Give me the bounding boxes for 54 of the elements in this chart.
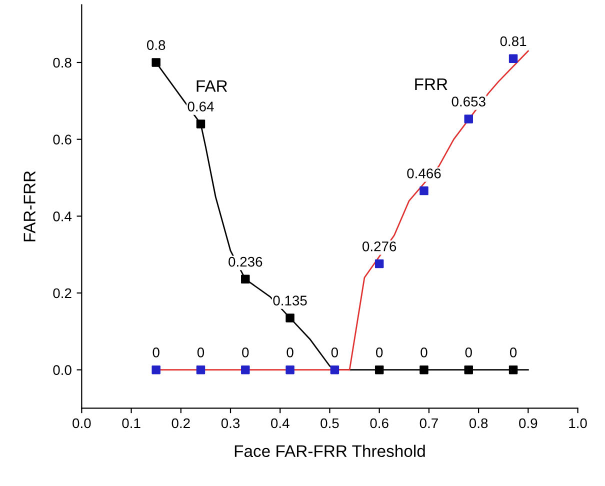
point <box>508 365 518 374</box>
point <box>241 365 250 374</box>
x-tick-label: 0.5 <box>320 418 339 428</box>
point <box>464 365 474 374</box>
y-tick-label: 0.8 <box>53 58 72 68</box>
x-tick-label: 0.2 <box>172 418 190 428</box>
data-label: 0 <box>152 348 160 358</box>
x-tick-label: 0.3 <box>221 418 240 428</box>
point <box>374 259 384 268</box>
point <box>508 54 518 64</box>
x-tick-label: 1.0 <box>569 418 587 428</box>
data-label: 0.8 <box>146 40 166 50</box>
x-tick-label: 0.4 <box>271 418 290 428</box>
data-label: 0 <box>510 348 517 358</box>
y-tick-label: 0.4 <box>53 211 72 222</box>
x-tick-label: 0.8 <box>469 418 488 428</box>
x-tick-label: 0.1 <box>122 418 140 428</box>
y-tick-label: 0.2 <box>53 288 72 298</box>
data-label: 0.64 <box>188 102 214 112</box>
point <box>464 114 474 124</box>
data-label: 0 <box>197 348 204 358</box>
data-label: 0 <box>376 348 383 358</box>
y-tick-label: 0.6 <box>53 134 72 144</box>
data-label: 0.466 <box>407 168 441 178</box>
point <box>286 314 294 322</box>
data-label: 0.653 <box>452 96 486 106</box>
y-tick-label: 0.0 <box>53 365 72 375</box>
y-axis-title: FAR-FRR <box>24 171 36 242</box>
text: FRR <box>415 78 448 90</box>
data-label: 0 <box>286 348 294 358</box>
data-label: 0 <box>331 348 338 358</box>
point <box>196 365 206 374</box>
data-label: 0.81 <box>500 36 526 46</box>
x-axis-title: Face FAR-FRR Threshold <box>234 444 425 458</box>
point <box>420 365 428 374</box>
x-tick-label: 0.7 <box>420 418 438 428</box>
x-tick-label: 0.0 <box>72 418 91 428</box>
x-tick-label: 0.6 <box>370 418 388 428</box>
data-label: 0.135 <box>273 296 307 306</box>
point <box>330 365 340 374</box>
data-label: 0 <box>242 348 249 358</box>
point <box>420 186 428 196</box>
point <box>152 58 160 67</box>
data-label: 0.236 <box>228 256 262 267</box>
point <box>286 365 294 374</box>
point <box>241 274 250 284</box>
point <box>196 120 206 128</box>
data-label: 0 <box>465 348 472 358</box>
x-tick-label: 0.9 <box>519 418 538 428</box>
data-label: 0 <box>420 348 428 358</box>
series-label: FAR <box>196 80 228 92</box>
point <box>374 365 384 374</box>
data-label: 0.276 <box>362 241 396 252</box>
point <box>152 365 160 374</box>
